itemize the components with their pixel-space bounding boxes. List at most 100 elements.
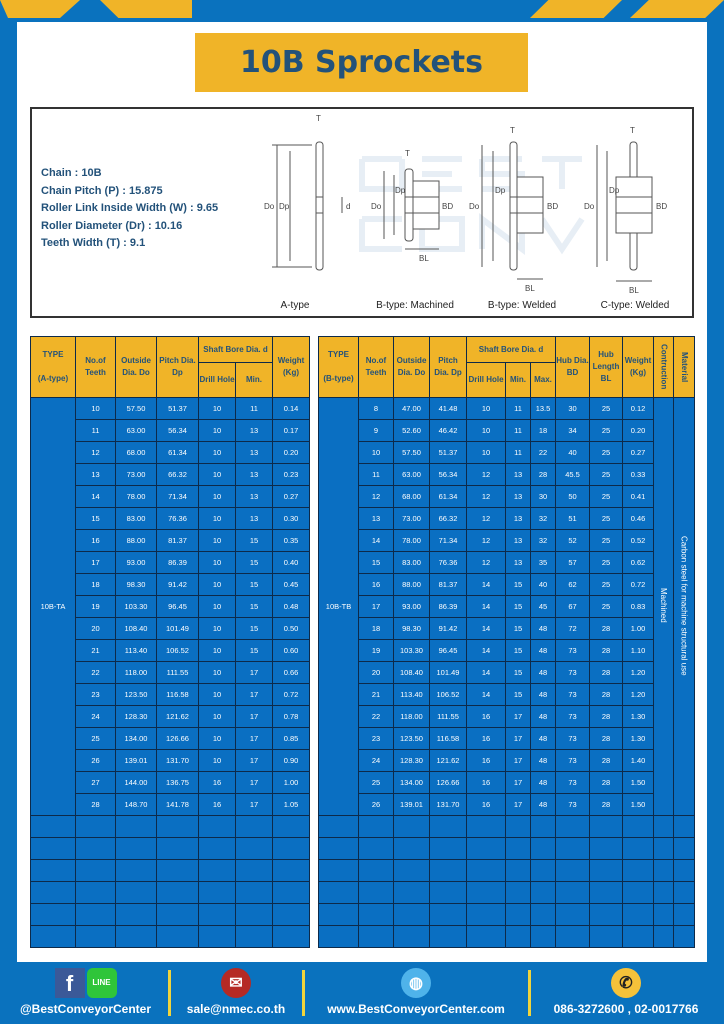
email-link[interactable]: ✉ sale@nmec.co.th [176,968,296,1016]
empty-cell [529,837,557,860]
empty-cell [393,859,430,882]
empty-cell [622,903,655,926]
table-cell: 78.00 [115,485,157,508]
table-row: 23 123.50 116.58 10 17 0.72 [31,683,311,706]
table-cell: 13 [358,507,394,530]
table-cell: 19 [75,595,116,618]
table-cell: 123.50 [393,727,430,750]
table-cell: 35 [529,551,557,574]
phone-link[interactable]: ✆ 086-3272600 , 02-0017766 [536,968,716,1016]
table-cell: 23 [75,683,116,706]
header-min: Min. [234,362,274,398]
table-row: 18 98.30 91.42 14 15 48 72 28 1.00 [319,617,695,640]
empty-cell [429,837,467,860]
website-link[interactable]: ◍ www.BestConveyorCenter.com [310,968,522,1016]
dim-label-t: T [316,114,321,123]
facebook-icon: f [54,968,85,998]
table-cell: 16 [466,793,506,816]
table-cell: 86.39 [156,551,199,574]
empty-cell [115,925,157,948]
table-row: 19 103.30 96.45 14 15 48 73 28 1.10 [319,639,695,662]
table-cell: 91.42 [429,617,467,640]
table-cell: 17 [234,749,274,772]
table-cell: 17 [505,705,531,728]
table-cell: 73 [555,705,591,728]
table-cell: 88.00 [393,573,430,596]
table-row: 11 63.00 56.34 12 13 28 45.5 25 0.33 [319,463,695,486]
table-cell: 14 [466,617,506,640]
table-row: 27 144.00 136.75 16 17 1.00 [31,771,311,794]
empty-cell [622,881,655,904]
header-type: TYPE (A-type) [30,336,76,398]
table-cell: 13 [234,419,274,442]
table-cell: 17 [505,727,531,750]
table-cell: 78.00 [393,529,430,552]
empty-cell [198,859,236,882]
empty-cell [156,925,199,948]
header-outside-dia: Outside Dia. Do [393,336,430,398]
table-cell: 40 [529,573,557,596]
table-row: 14 78.00 71.34 12 13 32 52 25 0.52 [319,529,695,552]
table-cell: 41.48 [429,397,467,420]
table-cell: 10 [198,639,236,662]
table-cell: 17 [234,771,274,794]
empty-row [30,925,311,948]
table-cell: 113.40 [115,639,157,662]
table-cell: 48 [529,617,557,640]
empty-row [318,837,696,860]
empty-cell [75,815,116,838]
table-cell: 76.36 [156,507,199,530]
table-cell: 10 [358,441,394,464]
dim-label-bl: BL [419,254,429,263]
table-cell: 121.62 [429,749,467,772]
table-cell: 48 [529,727,557,750]
table-cell: 0.50 [272,617,311,640]
table-cell: 68.00 [115,441,157,464]
table-cell: 10 [198,727,236,750]
table-cell: 0.41 [622,485,655,508]
empty-cell [622,837,655,860]
table-cell: 32 [529,507,557,530]
type-cell: 10B-TA [30,397,76,816]
spec-teeth-width: Teeth Width (T) : 9.1 [41,237,146,249]
empty-cell [156,903,199,926]
table-cell: 17 [505,771,531,794]
dim-label-bd: BD [442,202,453,211]
table-cell: 0.35 [272,529,311,552]
social-link[interactable]: f LINE @BestConveyorCenter [8,968,163,1016]
dim-label-d: d [346,202,350,211]
table-cell: 56.34 [156,419,199,442]
table-cell: 73 [555,639,591,662]
empty-row [30,859,311,882]
empty-cell [466,903,506,926]
table-cell: 57.50 [115,397,157,420]
table-cell: 14 [358,529,394,552]
table-cell: 13 [234,485,274,508]
table-cell: 0.40 [272,551,311,574]
globe-icon: ◍ [401,968,431,998]
empty-cell [115,837,157,860]
table-cell: 28 [529,463,557,486]
empty-cell [505,859,531,882]
table-row: 14 78.00 71.34 10 13 0.27 [31,485,311,508]
table-cell: 1.20 [622,661,655,684]
empty-cell [75,881,116,904]
decor-stripe [0,0,80,18]
table-cell: 15 [234,639,274,662]
table-row: 21 113.40 106.52 14 15 48 73 28 1.20 [319,683,695,706]
empty-cell [30,903,76,926]
empty-cell [30,815,76,838]
table-cell: 11 [505,419,531,442]
header-max: Max. [529,362,557,398]
header-construction: Contruction [653,336,675,398]
table-cell: 28 [75,793,116,816]
table-cell: 10 [198,661,236,684]
empty-cell [318,815,359,838]
table-row: 25 134.00 126.66 16 17 48 73 28 1.50 [319,771,695,794]
table-cell: 15 [234,551,274,574]
empty-row [30,837,311,860]
empty-cell [318,881,359,904]
table-row: 13 73.00 66.32 10 13 0.23 [31,463,311,486]
empty-cell [358,881,394,904]
table-cell: 11 [234,397,274,420]
